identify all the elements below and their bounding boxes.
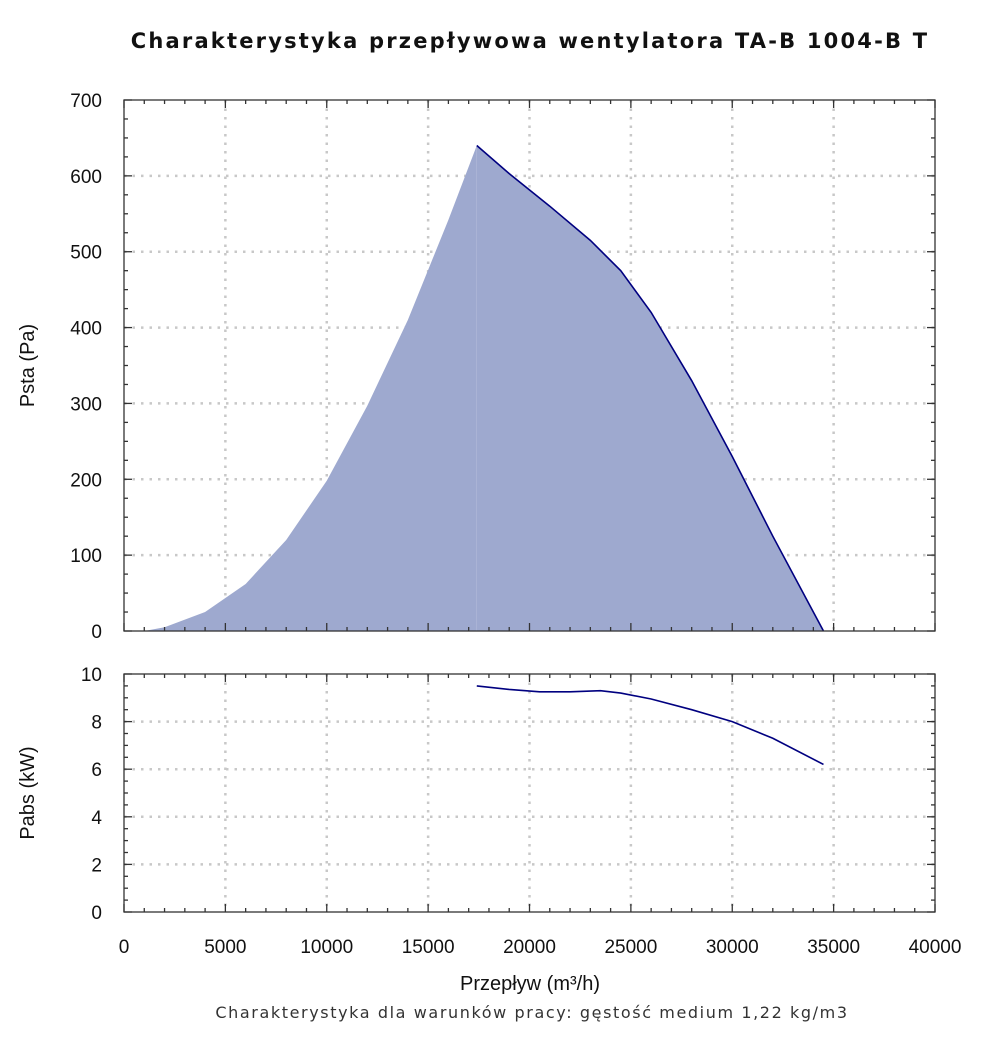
x-tick-label: 15000 — [402, 937, 455, 958]
x-tick-label: 0 — [119, 937, 130, 958]
power-y-tick-label: 4 — [91, 808, 102, 829]
power-panel: 0 2 4 6 8 10 Pabs (kW) 0 5000 10000 15000 20000 2500… — [17, 665, 961, 958]
power-y-tick-label: 0 — [91, 903, 102, 924]
x-tick-label: 30000 — [706, 937, 759, 958]
pressure-area-1 — [476, 145, 824, 631]
power-y-tick-label: 10 — [81, 665, 102, 686]
pressure-y-tick-label: 0 — [91, 622, 102, 643]
conditions-note: Charakterystyka dla warunków pracy: gęst… — [215, 1003, 848, 1022]
power-y-axis-label: Pabs (kW) — [17, 746, 39, 839]
pressure-y-tick-label: 100 — [70, 546, 102, 567]
power-y-tick-label: 6 — [91, 760, 102, 781]
pressure-y-tick-label: 700 — [70, 91, 102, 112]
x-tick-label: 35000 — [807, 937, 860, 958]
pressure-line-1 — [476, 144, 825, 632]
pressure-y-tick-label: 300 — [70, 394, 102, 415]
x-tick-label: 20000 — [503, 937, 556, 958]
pressure-area-0 — [144, 145, 477, 631]
power-y-tick-label: 8 — [91, 713, 102, 734]
x-tick-label: 5000 — [204, 937, 246, 958]
x-axis-label: Przepływ (m³/h) — [460, 973, 600, 995]
chart-title: Charakterystyka przepływowa wentylatora … — [131, 29, 930, 53]
pressure-y-tick-label: 400 — [70, 319, 102, 340]
pressure-y-axis-label: Psta (Pa) — [17, 324, 39, 407]
pressure-panel: 0 100 200 300 400 500 600 700 Psta (Pa) — [17, 91, 936, 643]
power-line-0 — [476, 685, 824, 766]
x-tick-label: 10000 — [300, 937, 353, 958]
pressure-y-tick-label: 600 — [70, 167, 102, 188]
power-y-tick-label: 2 — [91, 855, 102, 876]
x-tick-label: 25000 — [604, 937, 657, 958]
x-tick-label: 40000 — [909, 937, 962, 958]
pressure-y-tick-label: 500 — [70, 243, 102, 264]
pressure-y-tick-label: 200 — [70, 470, 102, 491]
